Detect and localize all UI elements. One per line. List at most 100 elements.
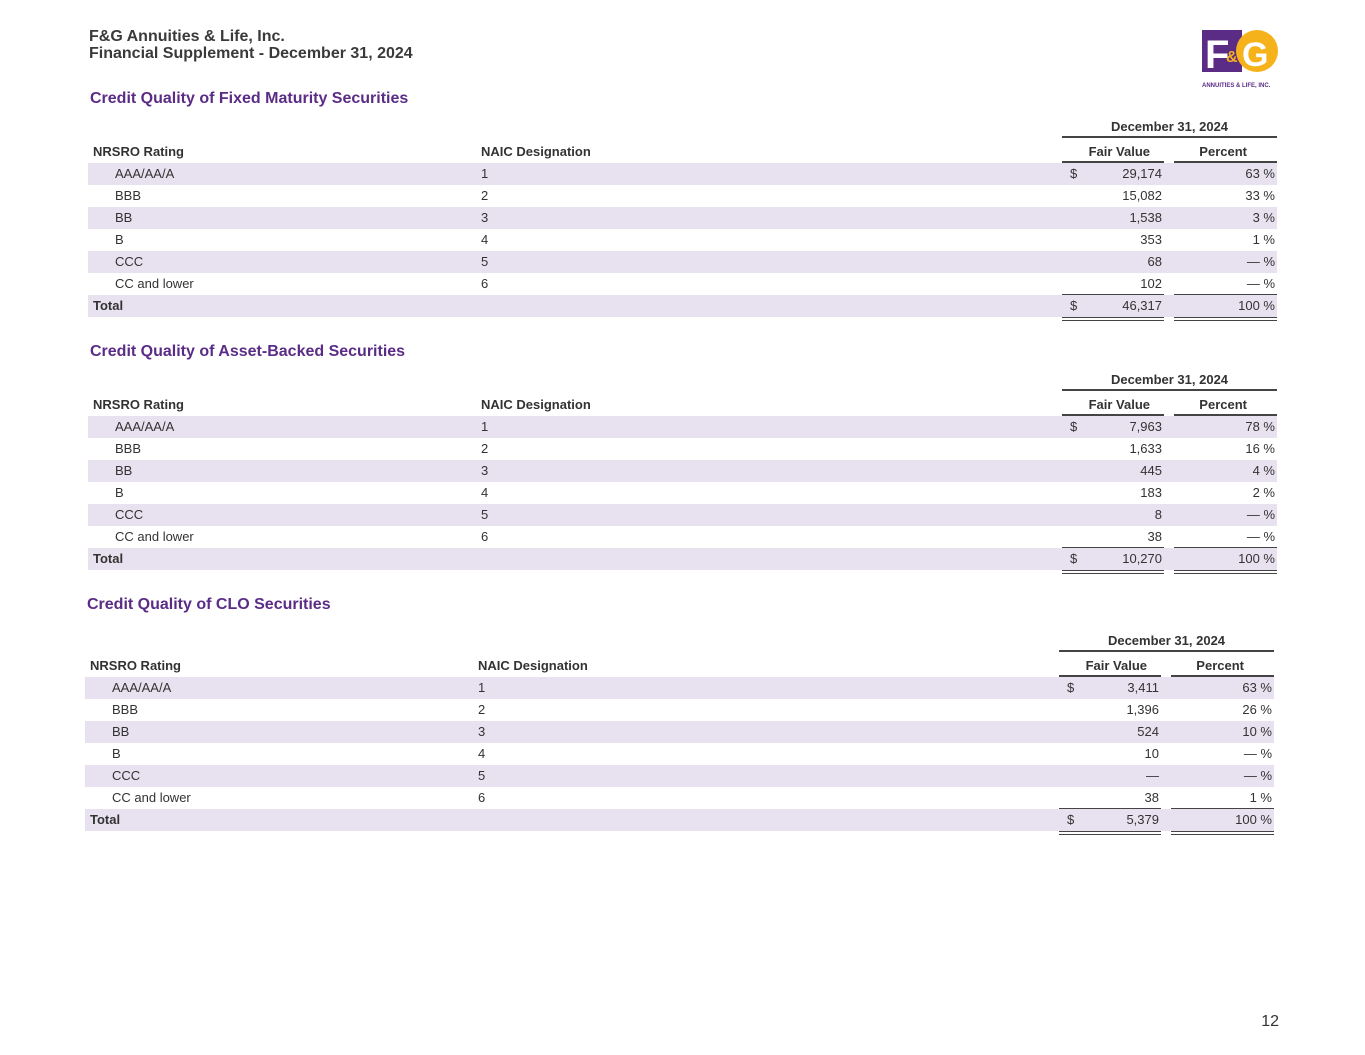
fair-value: — [1146, 768, 1159, 783]
fair-value: 445 [1140, 463, 1162, 478]
rating: B [112, 746, 121, 761]
divider [1059, 675, 1161, 677]
rating: AAA/AA/A [115, 166, 175, 181]
double-underline [1059, 831, 1161, 835]
fair-value: 38 [1147, 529, 1162, 544]
period-header: December 31, 2024 [1110, 119, 1229, 134]
divider [1059, 650, 1274, 652]
table-row: BB 3 524 10 % [85, 721, 1274, 743]
table-row: CC and lower 6 38 1 % [85, 787, 1274, 809]
percent: 78 % [1245, 419, 1275, 434]
currency-symbol: $ [1070, 419, 1078, 434]
percent: 1 % [1252, 232, 1275, 247]
currency-symbol: $ [1067, 680, 1075, 695]
percent: — % [1243, 768, 1272, 783]
naic-designation: 4 [478, 746, 486, 761]
naic-designation: 6 [481, 529, 489, 544]
fair-value: 1,396 [1126, 702, 1159, 717]
rating: CC and lower [112, 790, 191, 805]
table-row: BBB 2 1,633 16 % [88, 438, 1277, 460]
period-header: December 31, 2024 [1107, 633, 1226, 648]
divider [1062, 161, 1164, 163]
svg-text:F: F [1205, 33, 1229, 77]
naic-designation: 1 [481, 419, 489, 434]
svg-text:&: & [1226, 49, 1238, 66]
naic-designation: 4 [481, 485, 489, 500]
table-row: AAA/AA/A 1 $7,963 78 % [88, 416, 1277, 438]
divider [1174, 161, 1277, 163]
svg-text:ANNUITIES & LIFE, INC.: ANNUITIES & LIFE, INC. [1202, 83, 1271, 89]
naic-designation: 6 [478, 790, 486, 805]
percent: 3 % [1252, 210, 1275, 225]
rating: BBB [115, 188, 142, 203]
table-row: B 4 353 1 % [88, 229, 1277, 251]
naic-designation: 2 [478, 702, 486, 717]
col-percent: Percent [1196, 658, 1244, 673]
rating: CCC [115, 507, 144, 522]
divider [1062, 414, 1164, 416]
fair-value: 353 [1140, 232, 1162, 247]
col-naic-designation: NAIC Designation [481, 144, 591, 159]
double-underline [1062, 570, 1164, 574]
col-naic-designation: NAIC Designation [481, 397, 591, 412]
table-row: BB 3 445 4 % [88, 460, 1277, 482]
percent: 63 % [1242, 680, 1272, 695]
section-title: Credit Quality of Asset-Backed Securitie… [90, 343, 406, 360]
fair-value: 1,538 [1129, 210, 1162, 225]
report-subtitle: Financial Supplement - December 31, 2024 [89, 45, 413, 62]
col-nrsro-rating: NRSRO Rating [93, 144, 184, 159]
naic-designation: 4 [481, 232, 489, 247]
table-row: CCC 5 8 — % [88, 504, 1277, 526]
percent: 63 % [1245, 166, 1275, 181]
fair-value: 3,411 [1127, 680, 1159, 695]
percent: — % [1243, 746, 1272, 761]
credit-quality-table: Credit Quality of CLO Securities December… [85, 596, 1274, 835]
rating: AAA/AA/A [112, 680, 172, 695]
currency-symbol: $ [1070, 551, 1078, 566]
fair-value: 68 [1147, 254, 1162, 269]
page-number: 12 [1261, 1013, 1279, 1030]
table-row: BBB 2 1,396 26 % [85, 699, 1274, 721]
percent: 100 % [1235, 812, 1272, 827]
rating: BB [115, 210, 133, 225]
percent: — % [1246, 529, 1275, 544]
total-row: Total $46,317 100 % [88, 295, 1277, 317]
naic-designation: 3 [481, 210, 489, 225]
fair-value: 183 [1140, 485, 1162, 500]
double-underline [1062, 317, 1164, 321]
table-row: BBB 2 15,082 33 % [88, 185, 1277, 207]
naic-designation: 1 [478, 680, 486, 695]
fair-value: 46,317 [1122, 298, 1162, 313]
table-row: CCC 5 68 — % [88, 251, 1277, 273]
naic-designation: 5 [481, 254, 489, 269]
report-header: F&G Annuities & Life, Inc. Financial Sup… [89, 28, 413, 62]
fg-logo: F G & ANNUITIES & LIFE, INC. [1202, 30, 1278, 89]
naic-designation: 1 [481, 166, 489, 181]
rating: B [115, 485, 124, 500]
col-nrsro-rating: NRSRO Rating [90, 658, 181, 673]
percent: 2 % [1252, 485, 1275, 500]
divider [1171, 808, 1274, 809]
percent: 33 % [1245, 188, 1275, 203]
fair-value: 10 [1144, 746, 1159, 761]
fair-value: 7,963 [1129, 419, 1162, 434]
total-row: Total $10,270 100 % [88, 548, 1277, 570]
rating: BBB [112, 702, 139, 717]
divider [1174, 294, 1277, 295]
rating: CCC [112, 768, 141, 783]
currency-symbol: $ [1070, 298, 1078, 313]
currency-symbol: $ [1067, 812, 1075, 827]
percent: 100 % [1238, 551, 1275, 566]
company-name: F&G Annuities & Life, Inc. [89, 28, 285, 45]
rating: Total [93, 551, 124, 566]
table-row: B 4 10 — % [85, 743, 1274, 765]
rating: Total [93, 298, 124, 313]
rating: BBB [115, 441, 142, 456]
divider [1062, 547, 1164, 548]
double-underline [1171, 831, 1274, 835]
rating: Total [90, 812, 121, 827]
fair-value: 15,082 [1122, 188, 1162, 203]
percent: 10 % [1242, 724, 1272, 739]
rating: AAA/AA/A [115, 419, 175, 434]
